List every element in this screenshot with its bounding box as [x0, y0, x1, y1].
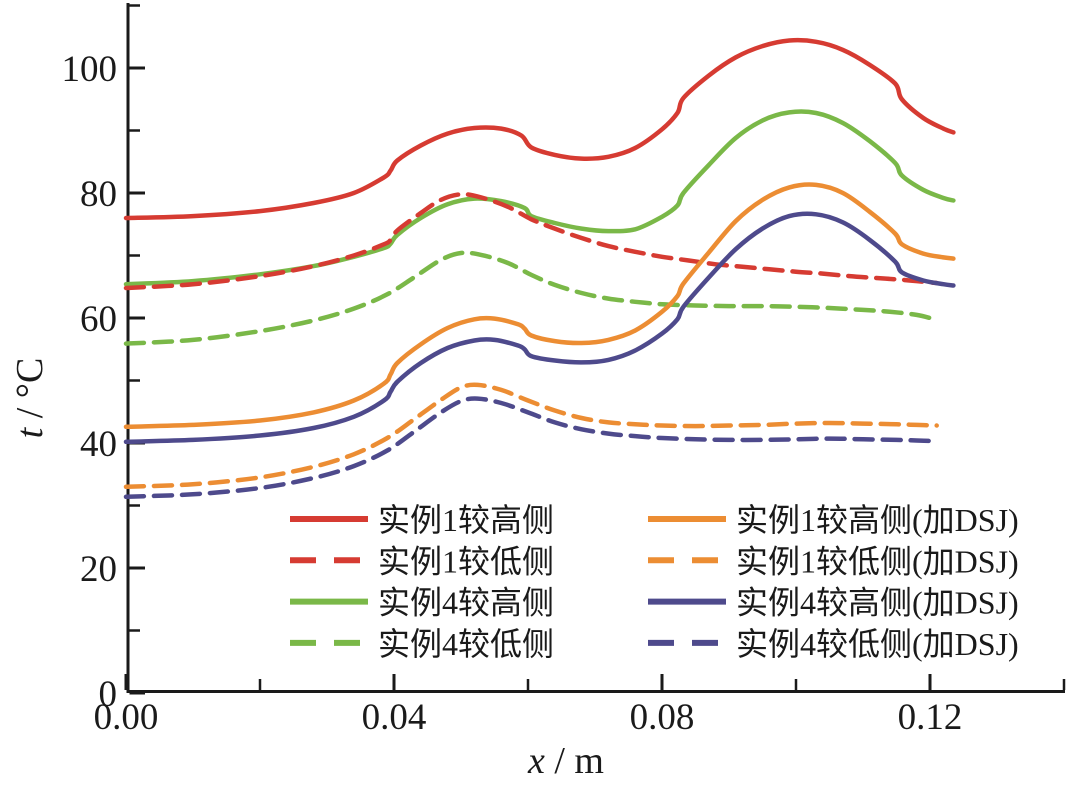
series-case4-high-side-dsj: [123, 211, 956, 445]
x-axis-tick-label: 0.08: [630, 697, 695, 738]
x-axis-title: x / m: [527, 740, 604, 782]
series-case4-low-side: [123, 250, 939, 346]
x-axis-tick-label: 0.12: [898, 697, 963, 738]
y-axis-tick-label: 100: [62, 49, 118, 90]
x-axis-tick-label: 0.00: [94, 697, 159, 738]
legend-label-case4-low-side-dsj: 实例4较低侧(加DSJ): [736, 626, 1019, 662]
legend-label-case4-low-side: 实例4较低侧: [378, 626, 554, 662]
legend-label-case1-low-side: 实例1较低侧: [378, 543, 554, 579]
y-axis-title-unit: / °C: [9, 358, 51, 428]
axis-tick-labels: 0.00 0.04 0.08 0.12 0 20 40 60 80 100: [62, 49, 963, 738]
legend-label-case4-high-side-dsj: 实例4较高侧(加DSJ): [736, 585, 1019, 621]
series-case1-high-side: [123, 37, 956, 221]
series-case4-high-side: [123, 109, 956, 287]
x-axis-title-variable: x: [527, 740, 545, 782]
legend-label-case1-high-side-dsj: 实例1较高侧(加DSJ): [736, 502, 1019, 538]
y-axis-tick-label: 60: [80, 299, 117, 340]
series-case1-high-side-dsj: [123, 182, 956, 430]
y-axis-tick-label: 40: [80, 424, 117, 465]
legend-label-case4-high-side: 实例4较高侧: [378, 585, 554, 621]
series-lines: [123, 37, 956, 500]
legend-label-case1-low-side-dsj: 实例1较低侧(加DSJ): [736, 543, 1019, 579]
y-axis-tick-label: 20: [80, 549, 117, 590]
x-axis-tick-label: 0.04: [362, 697, 427, 738]
series-case1-low-side-dsj: [123, 382, 939, 490]
x-axis-title-unit: / m: [545, 740, 604, 782]
y-axis-title-variable: t: [9, 426, 51, 438]
y-axis-tick-label: 0: [99, 674, 118, 715]
y-axis-tick-label: 80: [80, 174, 117, 215]
y-axis-title: t / °C: [9, 358, 51, 439]
legend-label-case1-high-side: 实例1较高侧: [378, 502, 554, 538]
series-case1-low-side: [123, 191, 939, 291]
series-case4-low-side-dsj: [123, 396, 939, 500]
